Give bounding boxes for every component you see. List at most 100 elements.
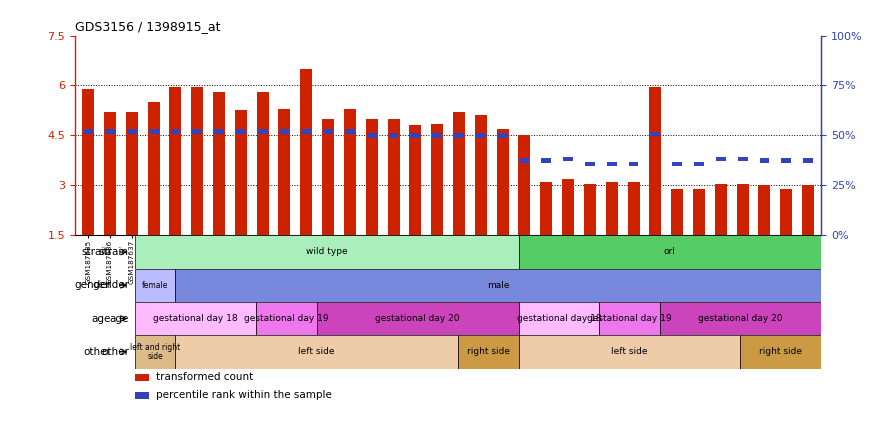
Bar <box>476 133 486 138</box>
Bar <box>498 133 508 138</box>
Bar <box>562 179 574 235</box>
Bar <box>192 129 202 134</box>
Bar <box>176 335 458 369</box>
Bar <box>135 302 256 335</box>
Bar <box>127 129 137 134</box>
Bar <box>694 162 704 166</box>
Bar <box>135 269 176 302</box>
Bar <box>213 92 225 235</box>
Bar <box>606 182 618 235</box>
Bar <box>651 131 660 136</box>
Bar <box>300 69 313 235</box>
Text: gender: gender <box>92 280 129 290</box>
Text: left and right
side: left and right side <box>130 342 180 361</box>
Text: age: age <box>109 313 129 324</box>
Bar <box>781 189 792 235</box>
Bar <box>518 302 600 335</box>
Bar <box>192 87 203 235</box>
Text: age: age <box>92 313 111 324</box>
Text: strain: strain <box>99 247 129 257</box>
Bar <box>759 158 769 163</box>
Bar <box>258 129 268 134</box>
Bar <box>83 129 93 134</box>
Bar <box>736 184 749 235</box>
Bar <box>496 129 509 235</box>
Bar <box>280 129 290 134</box>
Bar <box>715 184 727 235</box>
Bar <box>649 87 661 235</box>
Bar <box>758 186 771 235</box>
Bar <box>781 158 791 163</box>
Bar <box>518 135 531 235</box>
Bar <box>518 335 741 369</box>
Text: gestational day 18: gestational day 18 <box>517 314 601 323</box>
Bar <box>147 102 160 235</box>
Bar <box>411 133 420 138</box>
Bar <box>540 182 552 235</box>
Bar <box>256 302 317 335</box>
Bar <box>322 119 334 235</box>
Text: gestational day 19: gestational day 19 <box>244 314 328 323</box>
Bar <box>716 157 726 161</box>
Bar <box>344 109 356 235</box>
Bar <box>802 186 814 235</box>
Text: right side: right side <box>759 347 803 357</box>
Text: other: other <box>83 347 111 357</box>
Bar <box>82 89 94 235</box>
Text: gestational day 18: gestational day 18 <box>154 314 238 323</box>
Bar <box>170 129 180 134</box>
Bar <box>453 112 465 235</box>
Bar <box>541 158 551 163</box>
Bar <box>125 112 138 235</box>
Bar <box>737 157 748 161</box>
Bar <box>235 111 247 235</box>
Text: left side: left side <box>298 347 335 357</box>
Text: gender: gender <box>74 280 111 290</box>
Text: orl: orl <box>664 247 675 257</box>
Text: GDS3156 / 1398915_at: GDS3156 / 1398915_at <box>75 20 221 33</box>
Bar <box>672 162 682 166</box>
Bar <box>257 92 268 235</box>
Bar <box>236 129 245 134</box>
Bar <box>317 302 518 335</box>
Text: transformed count: transformed count <box>156 373 253 382</box>
Bar <box>693 189 705 235</box>
Bar <box>170 87 181 235</box>
Bar <box>433 133 442 138</box>
Bar <box>600 302 660 335</box>
Bar <box>628 182 639 235</box>
Bar <box>389 133 398 138</box>
Bar <box>104 112 116 235</box>
Text: gestational day 20: gestational day 20 <box>698 314 782 323</box>
Bar <box>660 302 821 335</box>
Bar <box>215 129 224 134</box>
Bar <box>301 129 311 134</box>
Bar <box>366 133 377 138</box>
Bar <box>671 189 683 235</box>
Bar <box>135 392 149 399</box>
Text: wild type: wild type <box>306 247 348 257</box>
Text: other: other <box>101 347 129 357</box>
Bar <box>563 157 573 161</box>
Text: gestational day 19: gestational day 19 <box>587 314 672 323</box>
Bar <box>410 126 421 235</box>
Text: male: male <box>487 281 509 290</box>
Bar <box>135 235 518 269</box>
Text: female: female <box>142 281 169 290</box>
Text: left side: left side <box>611 347 648 357</box>
Bar <box>454 133 464 138</box>
Bar <box>431 124 443 235</box>
Bar <box>278 109 291 235</box>
Bar <box>804 158 813 163</box>
Bar <box>458 335 518 369</box>
Bar <box>135 374 149 381</box>
Bar <box>388 119 400 235</box>
Bar <box>323 129 333 134</box>
Bar <box>135 335 176 369</box>
Bar <box>345 129 355 134</box>
Bar <box>148 129 159 134</box>
Bar <box>518 235 821 269</box>
Bar <box>585 162 595 166</box>
Text: strain: strain <box>81 247 111 257</box>
Bar <box>366 119 378 235</box>
